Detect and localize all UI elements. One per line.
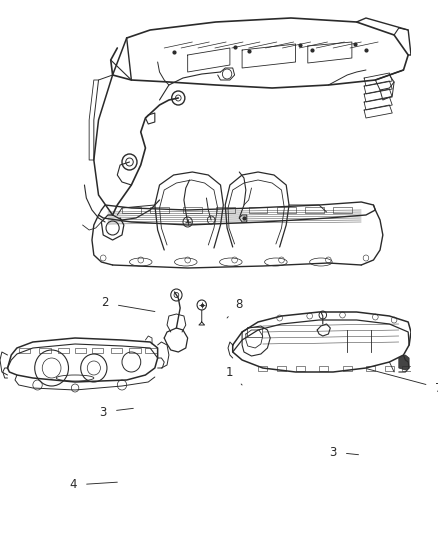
Bar: [366, 366, 375, 371]
Bar: [247, 327, 262, 337]
Text: 9: 9: [0, 532, 1, 533]
Bar: [249, 207, 268, 213]
Bar: [111, 348, 122, 353]
Bar: [319, 366, 328, 371]
Bar: [92, 348, 103, 353]
Bar: [385, 366, 394, 371]
Text: 3: 3: [329, 446, 359, 458]
Text: 5: 5: [0, 532, 1, 533]
Bar: [183, 207, 202, 213]
Bar: [19, 348, 30, 353]
Bar: [145, 348, 157, 353]
Bar: [277, 207, 296, 213]
Text: 3: 3: [99, 406, 133, 418]
Bar: [58, 348, 70, 353]
Bar: [130, 348, 141, 353]
Text: 4: 4: [70, 479, 117, 491]
Text: 8: 8: [227, 297, 243, 318]
Bar: [333, 207, 352, 213]
Bar: [75, 348, 86, 353]
Bar: [39, 348, 51, 353]
Bar: [258, 366, 268, 371]
Text: 1: 1: [226, 366, 242, 385]
Bar: [150, 207, 169, 213]
Bar: [305, 207, 324, 213]
Bar: [402, 366, 411, 371]
Bar: [296, 366, 305, 371]
Polygon shape: [399, 355, 409, 370]
Text: 6: 6: [0, 532, 1, 533]
Text: 2: 2: [101, 296, 155, 311]
Text: 7: 7: [367, 369, 438, 394]
Bar: [277, 366, 286, 371]
Bar: [343, 366, 352, 371]
Bar: [122, 207, 141, 213]
Bar: [216, 207, 235, 213]
